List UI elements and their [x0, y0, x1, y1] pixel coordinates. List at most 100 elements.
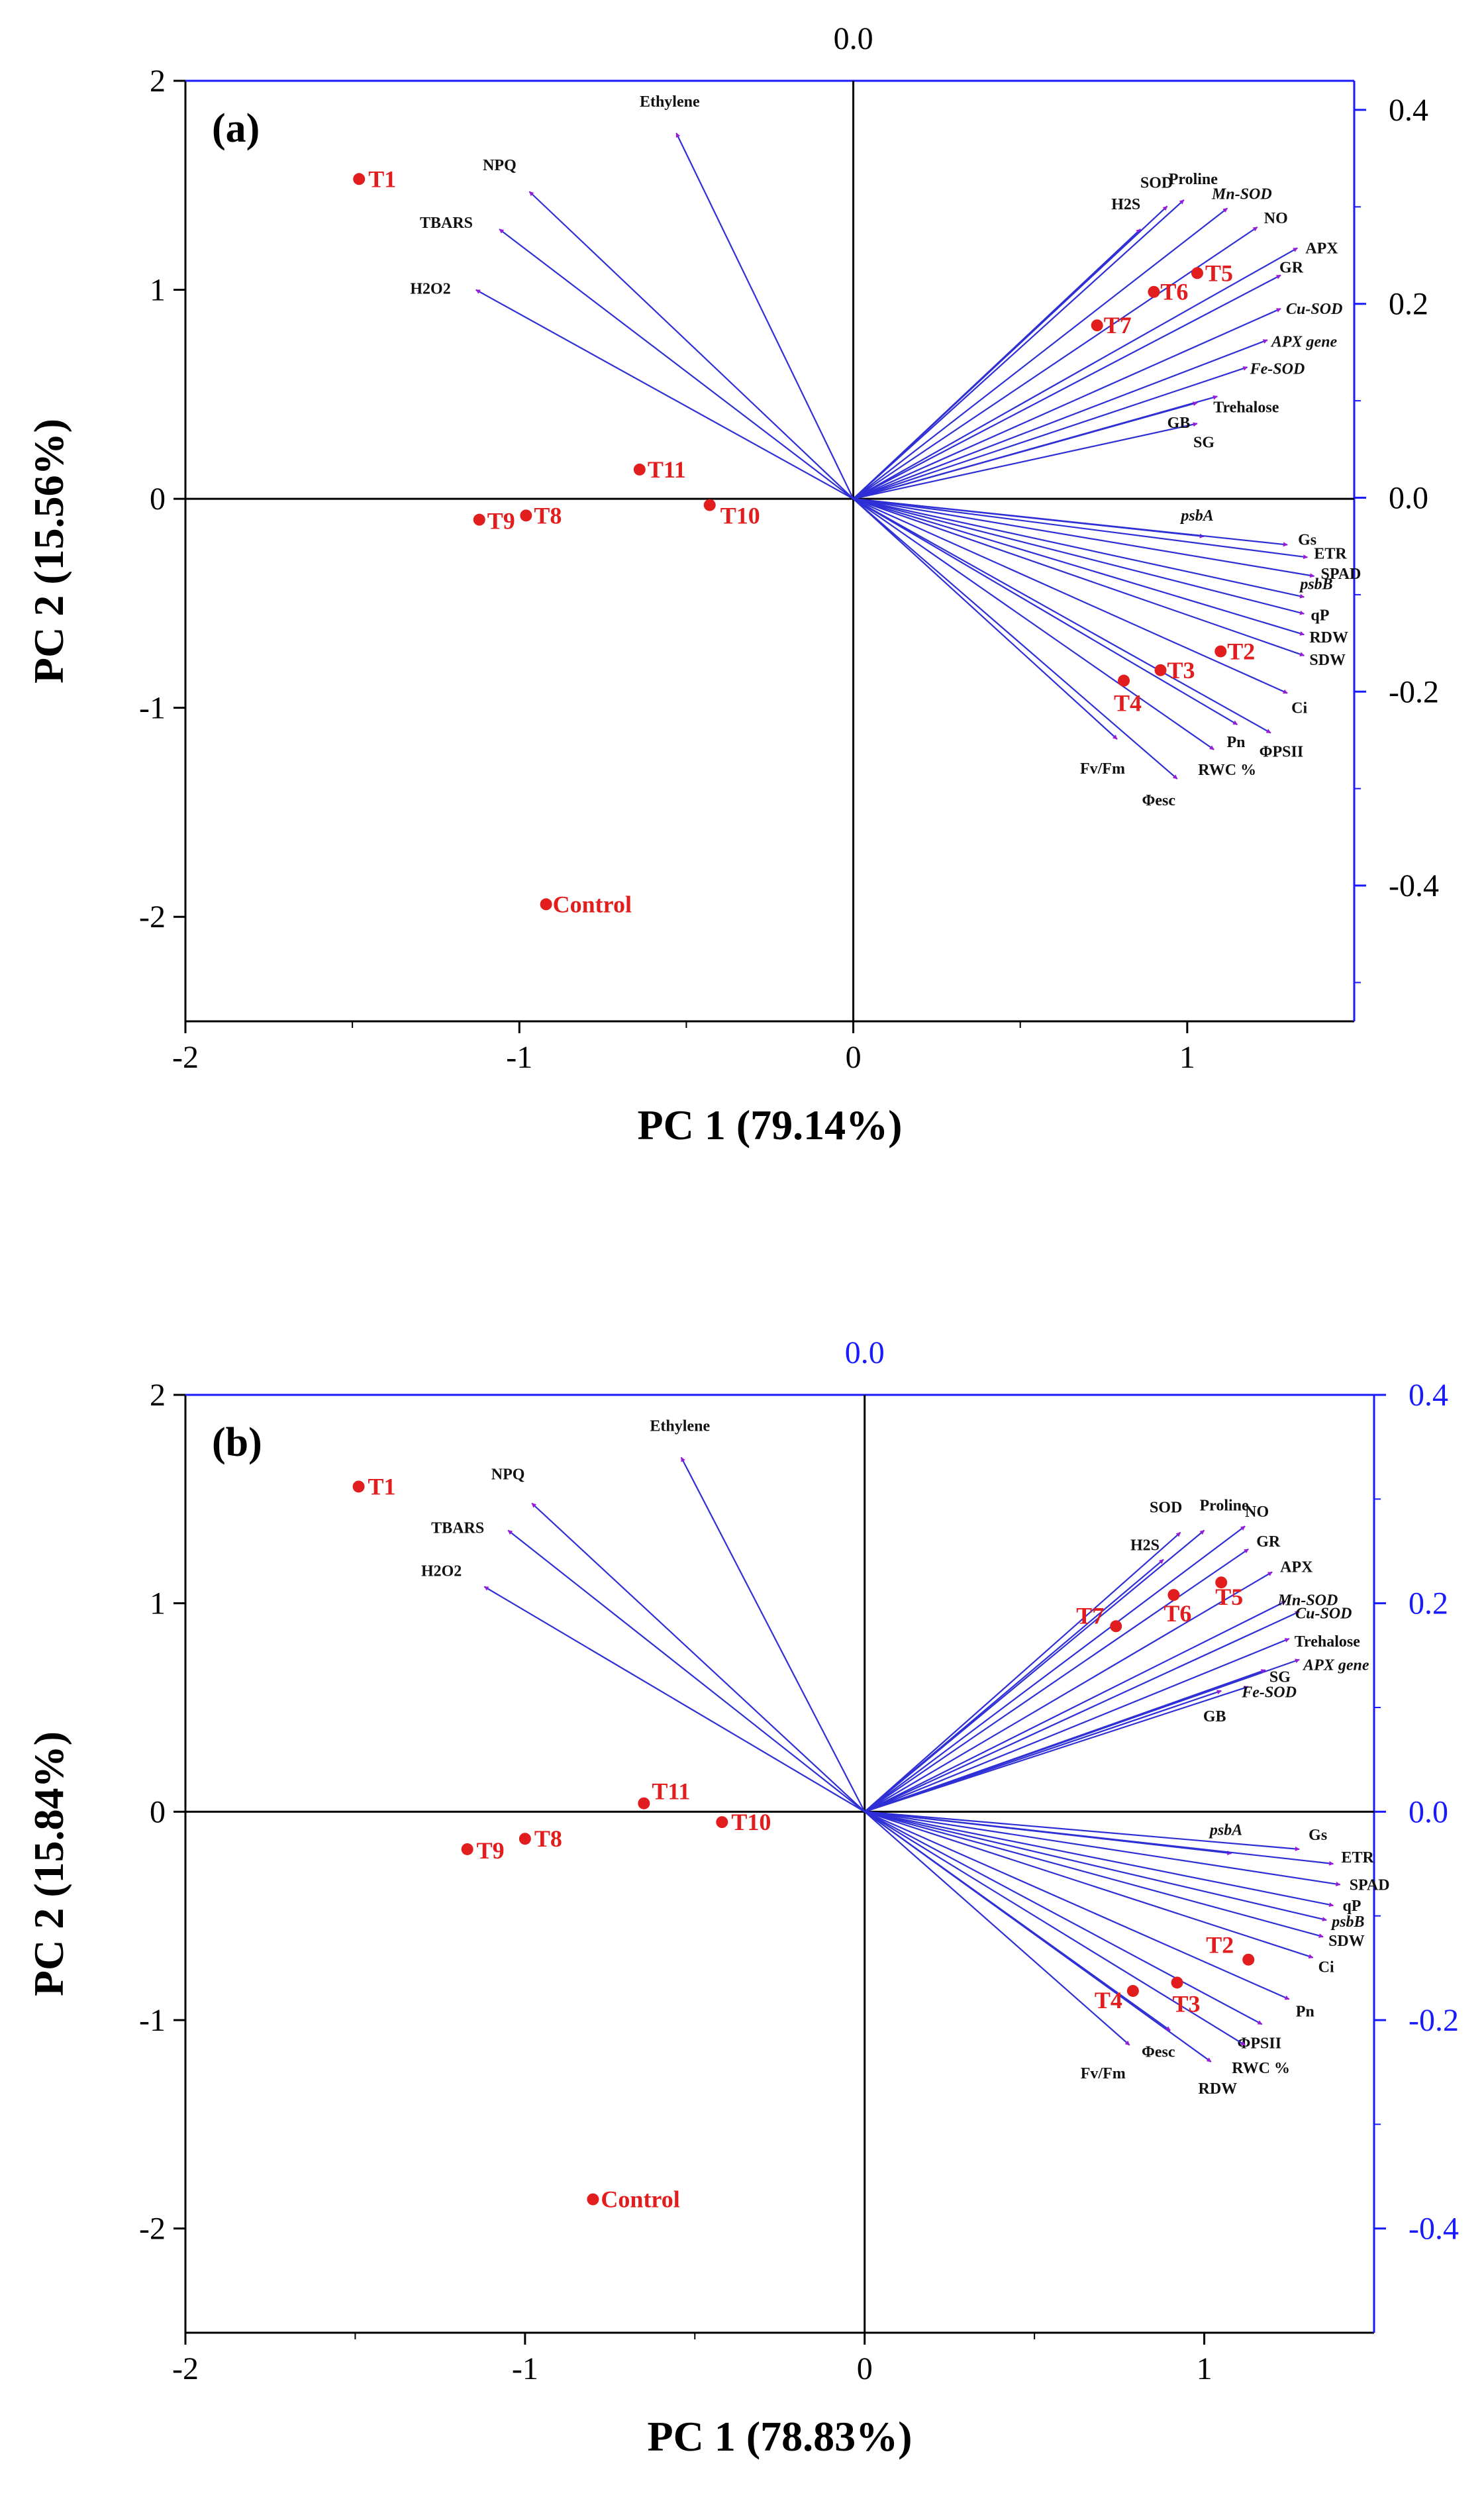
loading-label: Proline	[1199, 1498, 1249, 1515]
score-point	[633, 463, 646, 476]
loading-label: Fv/Fm	[1081, 2065, 1126, 2082]
score-label: T3	[1173, 1990, 1201, 2017]
loading-arrow	[864, 1811, 1341, 1886]
loading-label: GR	[1256, 1533, 1281, 1551]
loading-arrow	[852, 199, 1185, 499]
score-point	[1154, 664, 1167, 676]
score-point	[520, 509, 532, 522]
loading-arrow	[531, 1502, 866, 1813]
loading-arrow	[853, 498, 1309, 560]
loading-arrow	[680, 1456, 866, 1812]
loading-arrow	[853, 247, 1298, 500]
y-tick-label: 0	[150, 482, 166, 517]
loading-arrow	[864, 1811, 1290, 2000]
loading-arrow	[853, 339, 1268, 500]
score-point	[1118, 674, 1130, 687]
loading-label: SG	[1193, 434, 1214, 452]
loading-label: APX	[1280, 1558, 1313, 1576]
y-tick-label: 1	[150, 1586, 166, 1621]
y-axis-title: PC 2 (15.84%)	[25, 1731, 72, 1996]
y-tick-label: -1	[139, 2003, 166, 2038]
score-label: T10	[731, 1809, 771, 1835]
loading-arrow	[864, 1611, 1300, 1813]
right-tick-label: -0.4	[1409, 2212, 1459, 2247]
loading-arrow	[852, 498, 1214, 750]
loading-label: APX	[1305, 240, 1338, 257]
loading-label: RWC %	[1232, 2060, 1290, 2077]
score-label: T7	[1076, 1602, 1104, 1629]
score-label: T1	[368, 166, 396, 192]
right-tick-label: 0.0	[1409, 1794, 1448, 1829]
y-tick-label: -1	[139, 691, 166, 726]
panel-label: (b)	[212, 1420, 262, 1465]
score-label: Control	[553, 891, 632, 917]
loading-arrow	[864, 1571, 1273, 1813]
score-point	[1091, 319, 1103, 332]
loading-arrow	[852, 226, 1258, 500]
loading-arrow	[853, 498, 1305, 636]
loading-arrow	[853, 274, 1281, 500]
loading-label: SPAD	[1350, 1876, 1390, 1894]
y-tick-label: 0	[150, 1794, 166, 1829]
loading-arrow	[483, 1586, 866, 1813]
loading-label: RDW	[1309, 629, 1348, 646]
y-tick-label: 2	[150, 64, 166, 99]
loading-label: psbA	[1209, 1821, 1242, 1839]
score-points: T1 T2 T3 T4 T5 T6 T7 T8 T9 T10 T11 Control	[353, 166, 1255, 917]
loading-arrow	[864, 1811, 1327, 1921]
score-label: T4	[1095, 1987, 1122, 2013]
score-label: T6	[1160, 279, 1188, 305]
score-point	[540, 898, 552, 911]
score-point	[461, 1843, 473, 1855]
loading-arrow	[864, 1686, 1249, 1813]
score-label: T9	[477, 1837, 505, 1864]
y-tick-label: -2	[139, 899, 166, 935]
x-tick-label: 1	[1197, 2351, 1212, 2386]
loading-label: ETR	[1314, 545, 1347, 562]
loading-arrow	[853, 422, 1198, 500]
biplot-panel-a: -2 -1 0 1 2 1 0 -1 -2 0.4 0.2 0.0 -0.2 -0.4 0.0 PC 1 (7…	[25, 21, 1439, 1148]
biplot-panel-b: -2 -1 0 1 2 1 0 -1 -2 0.4 0.2 0.0 -0.2 -0.4 0.0 PC 1 (7…	[25, 1335, 1459, 2460]
score-label: T3	[1167, 657, 1195, 684]
top-axis-label: 0.0	[845, 1335, 885, 1370]
loading-arrow	[853, 307, 1281, 500]
loading-label: Cu-SOD	[1295, 1605, 1352, 1622]
loading-arrow	[853, 366, 1248, 500]
loading-arrow	[853, 498, 1238, 725]
score-label: T5	[1205, 260, 1233, 286]
x-axis-title: PC 1 (78.83%)	[648, 2413, 913, 2460]
loading-label: NPQ	[491, 1466, 525, 1484]
x-tick-label: 0	[857, 2351, 873, 2386]
loading-label: SDW	[1328, 1933, 1365, 1950]
loading-label: Ethylene	[640, 93, 700, 111]
y-tick-label: -2	[139, 2212, 166, 2247]
y-tick-label: 1	[150, 273, 166, 308]
loading-label: Pn	[1296, 2004, 1314, 2021]
loading-arrow	[475, 289, 854, 500]
loading-label: SOD	[1150, 1500, 1182, 1517]
right-tick-label: 0.2	[1389, 287, 1428, 322]
loading-label: qP	[1311, 607, 1329, 625]
loading-label: Ethylene	[650, 1417, 710, 1435]
loading-label: SPAD	[1320, 566, 1361, 583]
loading-arrow	[853, 498, 1305, 599]
loading-label: Trehalose	[1295, 1633, 1360, 1651]
loading-arrow	[675, 132, 854, 499]
score-label: T11	[652, 1778, 690, 1805]
right-tick-label: 0.2	[1409, 1586, 1448, 1621]
loading-arrow	[507, 1529, 866, 1813]
loading-label: qP	[1342, 1898, 1361, 1915]
score-point	[1110, 1620, 1122, 1633]
loading-arrow	[864, 1811, 1334, 1866]
right-tick-label: 0.4	[1389, 93, 1428, 128]
score-label: T2	[1227, 638, 1255, 664]
loading-label: Cu-SOD	[1286, 301, 1342, 318]
score-point	[716, 1816, 728, 1829]
loading-arrow	[528, 191, 854, 499]
loading-label: NPQ	[483, 157, 517, 174]
score-point	[1215, 1576, 1228, 1589]
panel-label: (a)	[212, 106, 260, 151]
score-label: T11	[648, 456, 686, 483]
